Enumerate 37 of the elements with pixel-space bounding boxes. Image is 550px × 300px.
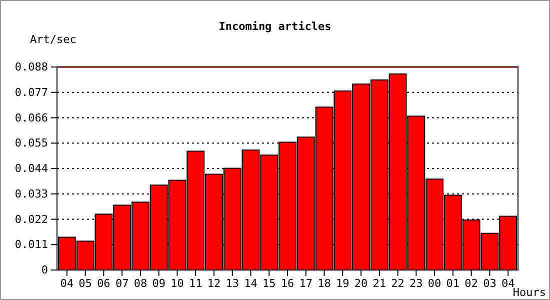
x-tick-label: 21 (372, 276, 386, 290)
y-tick-label: 0.088 (14, 60, 48, 74)
y-tick-label: 0.066 (14, 111, 48, 124)
y-tick-label: 0.022 (14, 212, 48, 226)
x-tick-label: 00 (428, 276, 442, 290)
x-tick-label: 07 (115, 276, 129, 290)
y-tick-label: 0.011 (14, 238, 48, 252)
chart-title: Incoming articles (218, 20, 332, 33)
x-tick-label: 12 (207, 276, 221, 290)
y-axis-title: Art/sec (30, 33, 76, 46)
y-tick-label: 0.077 (14, 86, 48, 99)
x-tick-label: 20 (354, 276, 368, 290)
x-tick-label: 23 (410, 276, 423, 290)
x-tick-label: 09 (152, 276, 166, 290)
x-tick-label: 19 (336, 276, 350, 290)
x-tick-label: 04 (501, 276, 516, 290)
x-axis-title: Hours (512, 286, 546, 299)
x-tick-label: 11 (188, 276, 202, 290)
x-tick-label: 02 (464, 276, 478, 290)
x-tick-label: 15 (262, 276, 276, 290)
y-tick-label: 0.044 (14, 162, 48, 176)
y-tick-label: 0.033 (14, 187, 48, 200)
x-tick-label: 06 (97, 276, 110, 290)
x-tick-label: 01 (446, 276, 460, 290)
x-tick-label: 22 (391, 276, 404, 290)
x-tick-label: 14 (244, 276, 258, 290)
x-tick-label: 10 (170, 276, 184, 290)
x-tick-label: 05 (78, 276, 92, 290)
x-tick-label: 03 (483, 276, 496, 290)
x-tick-label: 04 (60, 276, 74, 290)
x-tick-label: 17 (299, 276, 313, 290)
x-tick-label: 08 (134, 276, 148, 290)
x-tick-label: 16 (280, 276, 294, 290)
y-tick-label: 0 (41, 264, 48, 277)
x-tick-label: 13 (226, 276, 239, 290)
y-tick-label: 0.055 (14, 136, 48, 150)
x-tick-label: 18 (318, 276, 331, 290)
